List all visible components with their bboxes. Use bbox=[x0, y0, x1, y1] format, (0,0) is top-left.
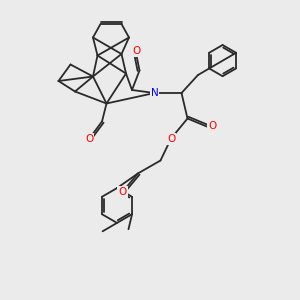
Text: O: O bbox=[208, 121, 216, 131]
Text: O: O bbox=[167, 134, 175, 144]
Text: N: N bbox=[151, 88, 158, 98]
Text: O: O bbox=[118, 187, 127, 197]
Text: O: O bbox=[85, 134, 93, 144]
Text: O: O bbox=[132, 46, 141, 56]
